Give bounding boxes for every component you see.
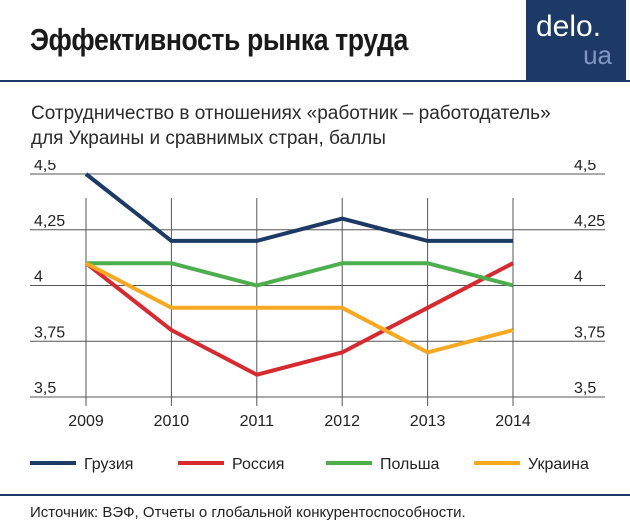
grid-layer: [30, 173, 605, 406]
x-tick-label: 2012: [324, 413, 360, 430]
legend-label: Польша: [380, 456, 440, 473]
series-line-4: [85, 261, 514, 355]
legend-label: Россия: [232, 456, 284, 473]
axis-layer: 4,5 4,5 4,25 4,25 4 4 3,75 3,75 3,5 3,5 2009 2010 20…: [34, 160, 605, 430]
header-divider: [0, 80, 630, 82]
x-tick-label: 2014: [495, 413, 531, 430]
y-tick-label-right: 4,5: [574, 160, 596, 174]
logo-text-ua: ua: [583, 40, 612, 70]
chart-subtitle: Сотрудничество в отношениях «работник – …: [31, 101, 611, 151]
footer-divider: [0, 494, 630, 496]
y-tick-label-left: 4: [34, 269, 43, 286]
line-chart: 4,5 4,5 4,25 4,25 4 4 3,75 3,75 3,5 3,5 2009 2010 20…: [30, 160, 605, 473]
series-line-2: [84, 261, 514, 377]
page-title: Эффективность рынка труда: [30, 22, 408, 57]
chart-subtitle-line-2: для Украины и сравнимых стран, баллы: [31, 128, 386, 149]
series-line-3: [86, 261, 514, 288]
x-tick-label: 2013: [410, 413, 446, 430]
y-tick-label-right: 4,25: [574, 213, 605, 230]
x-tick-label: 2009: [68, 413, 104, 430]
y-tick-label-left: 4,25: [34, 213, 65, 230]
delo-ua-logo[interactable]: delo. ua: [526, 0, 626, 80]
y-tick-label-left: 3,5: [34, 380, 56, 397]
x-tick-label: 2010: [154, 413, 190, 430]
series-layer: [84, 172, 514, 377]
y-tick-label-right: 4: [574, 269, 583, 286]
legend-label: Грузия: [84, 456, 133, 473]
source-note: Источник: ВЭФ, Отчеты о глобальной конку…: [30, 504, 466, 521]
y-tick-label-right: 3,75: [574, 324, 605, 341]
legend-label: Украина: [528, 456, 589, 473]
series-line-1: [84, 172, 513, 243]
logo-text-delo: delo.: [536, 10, 602, 43]
chart-subtitle-line-1: Сотрудничество в отношениях «работник – …: [31, 103, 551, 124]
y-tick-label-right: 3,5: [574, 380, 596, 397]
y-tick-label-left: 4,5: [34, 160, 56, 174]
legend: Грузия Россия Польша Украина: [30, 456, 589, 473]
x-tick-label: 2011: [240, 413, 275, 430]
y-tick-label-left: 3,75: [34, 324, 65, 341]
